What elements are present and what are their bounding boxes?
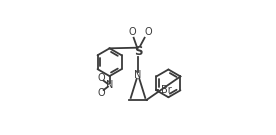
- Text: N: N: [134, 70, 142, 80]
- Text: N: N: [106, 80, 113, 90]
- Text: O: O: [128, 27, 136, 37]
- Text: O: O: [97, 88, 105, 98]
- Text: S: S: [134, 45, 142, 58]
- Text: O: O: [97, 73, 105, 83]
- Text: O: O: [144, 27, 152, 37]
- Text: Br: Br: [161, 85, 172, 95]
